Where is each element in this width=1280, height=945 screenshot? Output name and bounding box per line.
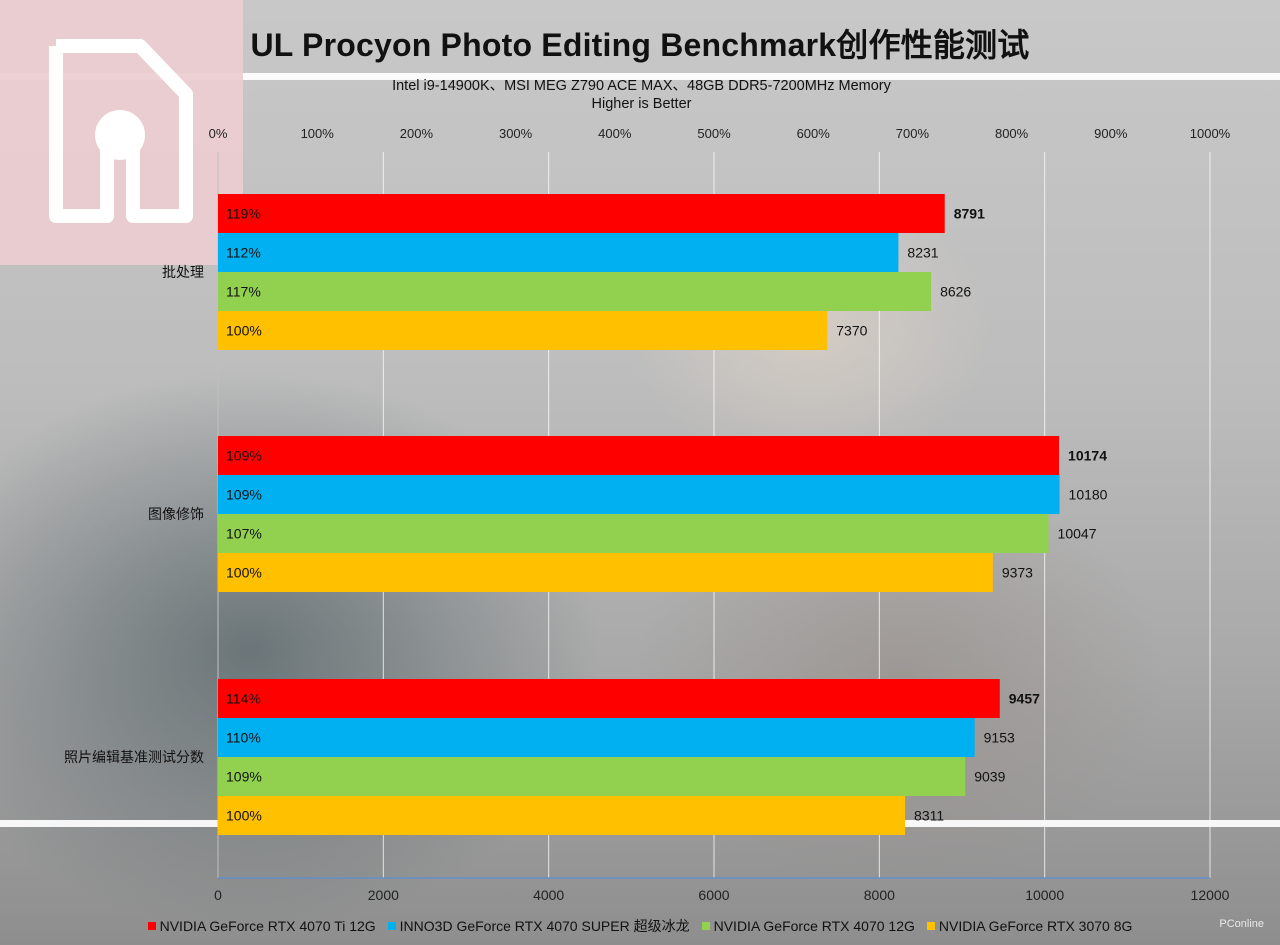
bar: [218, 436, 1060, 475]
bar: [218, 514, 1049, 553]
x2-tick-label: 100%: [301, 126, 335, 141]
bar: [218, 796, 906, 835]
bar-value-label: 9039: [974, 769, 1005, 785]
x-tick-label: 8000: [864, 887, 895, 903]
bar-percent-label: 100%: [226, 565, 262, 581]
category-label: 批处理: [162, 265, 204, 281]
bar-value-label: 9373: [1002, 565, 1033, 581]
x2-tick-label: 1000%: [1190, 126, 1231, 141]
x2-tick-label: 700%: [896, 126, 930, 141]
bar: [218, 194, 945, 233]
bar-percent-label: 119%: [226, 206, 261, 222]
bar-value-label: 7370: [836, 323, 867, 339]
legend-label: NVIDIA GeForce RTX 4070 12G: [713, 918, 915, 934]
legend-swatch: [926, 922, 935, 930]
legend-label: INNO3D GeForce RTX 4070 SUPER 超级冰龙: [399, 918, 690, 934]
bar-percent-label: 114%: [226, 691, 261, 707]
x2-tick-label: 900%: [1094, 126, 1128, 141]
bar-percent-label: 109%: [226, 448, 262, 464]
x2-tick-label: 600%: [797, 126, 831, 141]
category-label: 照片编辑基准测试分数: [64, 749, 204, 766]
x-tick-label: 12000: [1191, 887, 1230, 903]
bar-percent-label: 117%: [226, 284, 261, 300]
x-tick-label: 2000: [368, 887, 399, 903]
bar-value-label: 10047: [1058, 526, 1097, 542]
bar-percent-label: 107%: [226, 526, 262, 542]
x2-tick-label: 0%: [209, 126, 228, 141]
bar-percent-label: 109%: [226, 487, 262, 503]
category-label: 图像修饰: [148, 507, 204, 523]
bar: [218, 757, 966, 796]
x2-tick-label: 400%: [598, 126, 632, 141]
decorative-stripe: [0, 73, 1280, 80]
legend-swatch: [701, 922, 710, 930]
bar: [218, 272, 932, 311]
x2-tick-label: 800%: [995, 126, 1029, 141]
bar: [218, 679, 1000, 718]
x-tick-label: 10000: [1025, 887, 1064, 903]
watermark: PConline: [1219, 918, 1264, 930]
logo: [0, 0, 243, 265]
x-tick-label: 6000: [698, 887, 729, 903]
bar-percent-label: 110%: [226, 730, 261, 746]
bar-percent-label: 112%: [226, 245, 261, 261]
chart-subtitle-line-2: Higher is Better: [591, 96, 692, 112]
bar: [218, 718, 975, 757]
bar-value-label: 10180: [1069, 487, 1108, 503]
file-logo-icon: [49, 39, 193, 223]
bar-percent-label: 109%: [226, 769, 262, 785]
x2-tick-label: 500%: [697, 126, 731, 141]
bar-value-label: 9457: [1009, 691, 1040, 707]
legend-swatch: [147, 922, 156, 930]
legend-swatch: [387, 922, 396, 930]
bar: [218, 311, 828, 350]
bar-value-label: 8791: [954, 206, 985, 222]
bar-value-label: 8311: [914, 808, 944, 824]
x2-tick-label: 200%: [400, 126, 434, 141]
x-tick-label: 0: [214, 887, 222, 903]
legend-item: INNO3D GeForce RTX 4070 SUPER 超级冰龙: [387, 916, 690, 936]
legend-item: NVIDIA GeForce RTX 4070 Ti 12G: [147, 918, 376, 934]
bar: [218, 553, 993, 592]
bar-percent-label: 100%: [226, 808, 262, 824]
legend-item: NVIDIA GeForce RTX 3070 8G: [926, 918, 1133, 934]
chart-title: UL Procyon Photo Editing Benchmark创作性能测试: [250, 27, 1030, 63]
bar-value-label: 9153: [984, 730, 1015, 746]
bar-value-label: 8231: [907, 245, 938, 261]
legend: NVIDIA GeForce RTX 4070 Ti 12G INNO3D GeF…: [0, 914, 1280, 938]
legend-label: NVIDIA GeForce RTX 3070 8G: [938, 918, 1133, 934]
chart-subtitle-line-1: Intel i9-14900K、MSI MEG Z790 ACE MAX、48G…: [392, 78, 891, 94]
bar: [218, 233, 899, 272]
x-tick-label: 4000: [533, 887, 564, 903]
legend-label: NVIDIA GeForce RTX 4070 Ti 12G: [159, 918, 376, 934]
bar: [218, 475, 1060, 514]
x2-tick-label: 300%: [499, 126, 533, 141]
bar-value-label: 8626: [940, 284, 971, 300]
bar-percent-label: 100%: [226, 323, 262, 339]
legend-item: NVIDIA GeForce RTX 4070 12G: [701, 918, 915, 934]
bar-value-label: 10174: [1068, 448, 1107, 464]
